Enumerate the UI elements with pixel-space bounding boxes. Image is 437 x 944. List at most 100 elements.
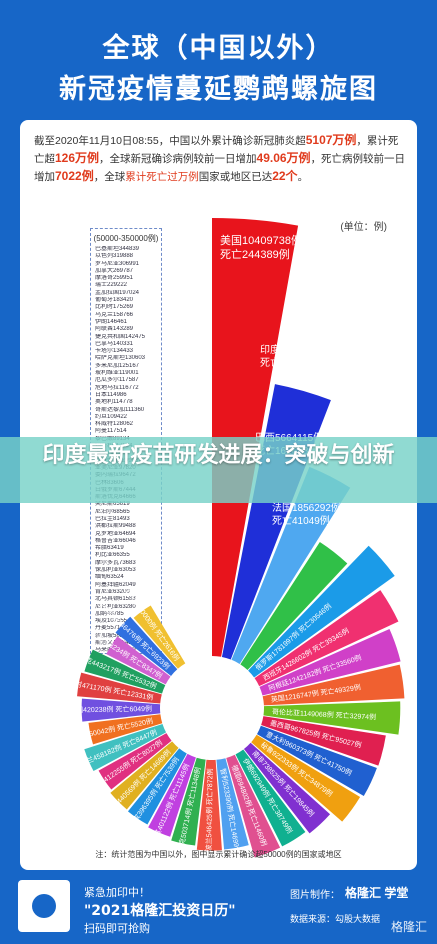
footer: 紧急加印中！ "2021格隆汇投资日历" 扫码即可抢购 图片制作： 格隆汇 学堂…	[0, 878, 437, 944]
country-list-item: 希腊63419	[95, 545, 124, 552]
spiral-center	[162, 658, 262, 758]
spiral-bar	[148, 753, 196, 837]
summary-p1: 截至2020年11月10日08:55，中国以外累计确诊新冠肺炎超	[34, 135, 306, 147]
country-list-item: 摩尔多瓦73683	[95, 559, 136, 566]
summary-p5: ，全球	[93, 171, 126, 183]
country-list-item: 以色列319888	[95, 253, 134, 260]
country-list-item: 埃及107555	[95, 618, 128, 625]
footer-urgent: 紧急加印中！	[84, 887, 150, 899]
footer-brand: 格隆汇 学堂	[345, 886, 409, 900]
footer-calendar: "2021格隆汇投资日历"	[84, 903, 236, 919]
country-list-item: 比利时175269	[95, 304, 134, 311]
overlay-banner	[0, 437, 437, 503]
country-list-item: 阿曼117514	[95, 428, 127, 435]
country-list-item: 阿联酋143289	[95, 326, 134, 333]
country-list-item: 多米尼加125167	[95, 362, 140, 369]
spiral-bar	[171, 757, 206, 846]
summary-p7: 。	[297, 171, 309, 183]
spiral-bar	[262, 664, 405, 706]
spiral-bar	[106, 636, 171, 685]
summary-text: 截至2020年11月10日08:55，中国以外累计确诊新冠肺炎超5107万例，累…	[34, 132, 406, 186]
country-list-item: 罗马尼亚306991	[95, 260, 140, 267]
spiral-bar	[259, 628, 401, 696]
country-list-item: 巴基斯坦344839	[95, 246, 140, 252]
spiral-bar	[110, 741, 179, 810]
watermark: 格隆汇	[390, 920, 427, 934]
chart-note: 注：统计范围为中国以外，图中显示累计确诊超50000例的国家或地区	[95, 850, 342, 859]
spiral-bar	[256, 725, 377, 797]
country-list-item: 洪都拉斯99488	[95, 523, 136, 530]
qr-logo-icon	[32, 894, 56, 918]
summary-p4: ，死亡病例较前一日增加	[34, 153, 406, 183]
spiral-bar	[248, 545, 395, 678]
country-list-item: 日本114986	[95, 391, 127, 398]
country-list-item: 肯尼亚63200	[95, 588, 130, 595]
summary-daily-cases: 49.06万例	[256, 151, 311, 165]
spiral-bar	[243, 742, 331, 834]
spiral-bar	[231, 466, 351, 664]
country-list-item: 摩洛哥259951	[95, 275, 134, 282]
country-list-item: 巴拿马140331	[95, 340, 134, 347]
spiral-bar	[251, 734, 361, 822]
country-list-item: 尼日利亚63280	[95, 603, 136, 610]
country-list-item: 约旦109422	[95, 413, 128, 420]
summary-country-count: 22个	[272, 169, 298, 183]
country-list-item: 保加利亚63053	[95, 567, 136, 574]
country-list-item: 新加坡58119	[95, 632, 130, 639]
spiral-bar	[254, 590, 399, 687]
summary-daily-deaths: 7022例	[55, 169, 94, 183]
country-list-item: 孟加拉国197024	[95, 289, 140, 296]
country-list-item: 缅甸63524	[95, 574, 124, 581]
spiral-bar	[98, 733, 172, 790]
country-list-item: 科威特128062	[95, 421, 134, 428]
country-list-item: 加拿大269787	[95, 267, 134, 274]
spiral-bar	[196, 759, 222, 851]
summary-p2: ，累计死亡超	[34, 135, 399, 165]
country-list-item: 厄瓜多尔117587	[95, 377, 139, 384]
spiral-bar	[235, 749, 306, 847]
page-title-line1: 全球（中国以外）	[102, 33, 335, 64]
header: 全球（中国以外） 新冠疫情蔓延鹦鹉螺旋图	[0, 0, 437, 120]
country-list-item: 克罗地亚64694	[95, 530, 136, 537]
country-list-item: 危地马拉116772	[95, 384, 139, 391]
country-list-item: 玻利维亚119001	[95, 370, 139, 377]
spiral-bar	[133, 605, 186, 669]
footer-source: 数据来源：勾股大数据	[290, 914, 381, 924]
spiral-bar	[226, 754, 281, 858]
country-list-item: 格鲁吉亚66046	[95, 537, 136, 544]
spiral-bar	[240, 541, 348, 671]
spiral-bar	[216, 758, 249, 850]
country-list-header: (50000-350000例)	[93, 234, 159, 243]
country-list-item: 利比亚66355	[95, 552, 130, 559]
country-list-item: 乌克兰158766	[95, 311, 134, 318]
summary-p6: 国家或地区已达	[198, 171, 273, 183]
spiral-bar	[88, 714, 163, 745]
country-list-item: 葡萄牙183420	[95, 297, 134, 304]
country-list-item: 丹麦55714	[95, 625, 124, 632]
country-list-item: 奥地利114778	[95, 399, 133, 406]
summary-total-deaths: 126万例	[55, 151, 100, 165]
country-list-item: 突尼斯65619	[95, 501, 130, 508]
country-list-item: 哥斯达黎加111360	[95, 406, 145, 413]
country-list-item: 瑞士229222	[95, 282, 128, 289]
country-list-item: 巴拉圭81493	[95, 515, 130, 522]
spiral-bar	[127, 748, 187, 825]
unit-label: (单位：例)	[340, 222, 387, 233]
spiral-bar	[81, 698, 161, 722]
summary-over-10k: 累计死亡过万例	[125, 171, 199, 183]
spiral-bar	[84, 649, 166, 694]
footer-made-by: 图片制作：	[290, 890, 340, 901]
spiral-bar	[115, 616, 178, 676]
chart-marks	[77, 218, 405, 858]
spiral-bar	[263, 701, 401, 735]
qr-code[interactable]	[18, 880, 70, 932]
spiral-bar	[77, 672, 162, 704]
spiral-bar	[84, 723, 167, 772]
country-list-item: 哈萨克斯坦130603	[95, 355, 146, 362]
country-list-item: 卡塔尔134433	[95, 348, 134, 355]
country-list-item: 捷克共和国142475	[95, 333, 146, 340]
country-list-item: 北马其顿61583	[95, 596, 136, 603]
banner-title: 印度最新疫苗研发进展：突破与创新	[42, 443, 395, 468]
country-list-item: 阿塞拜疆62049	[95, 581, 136, 588]
